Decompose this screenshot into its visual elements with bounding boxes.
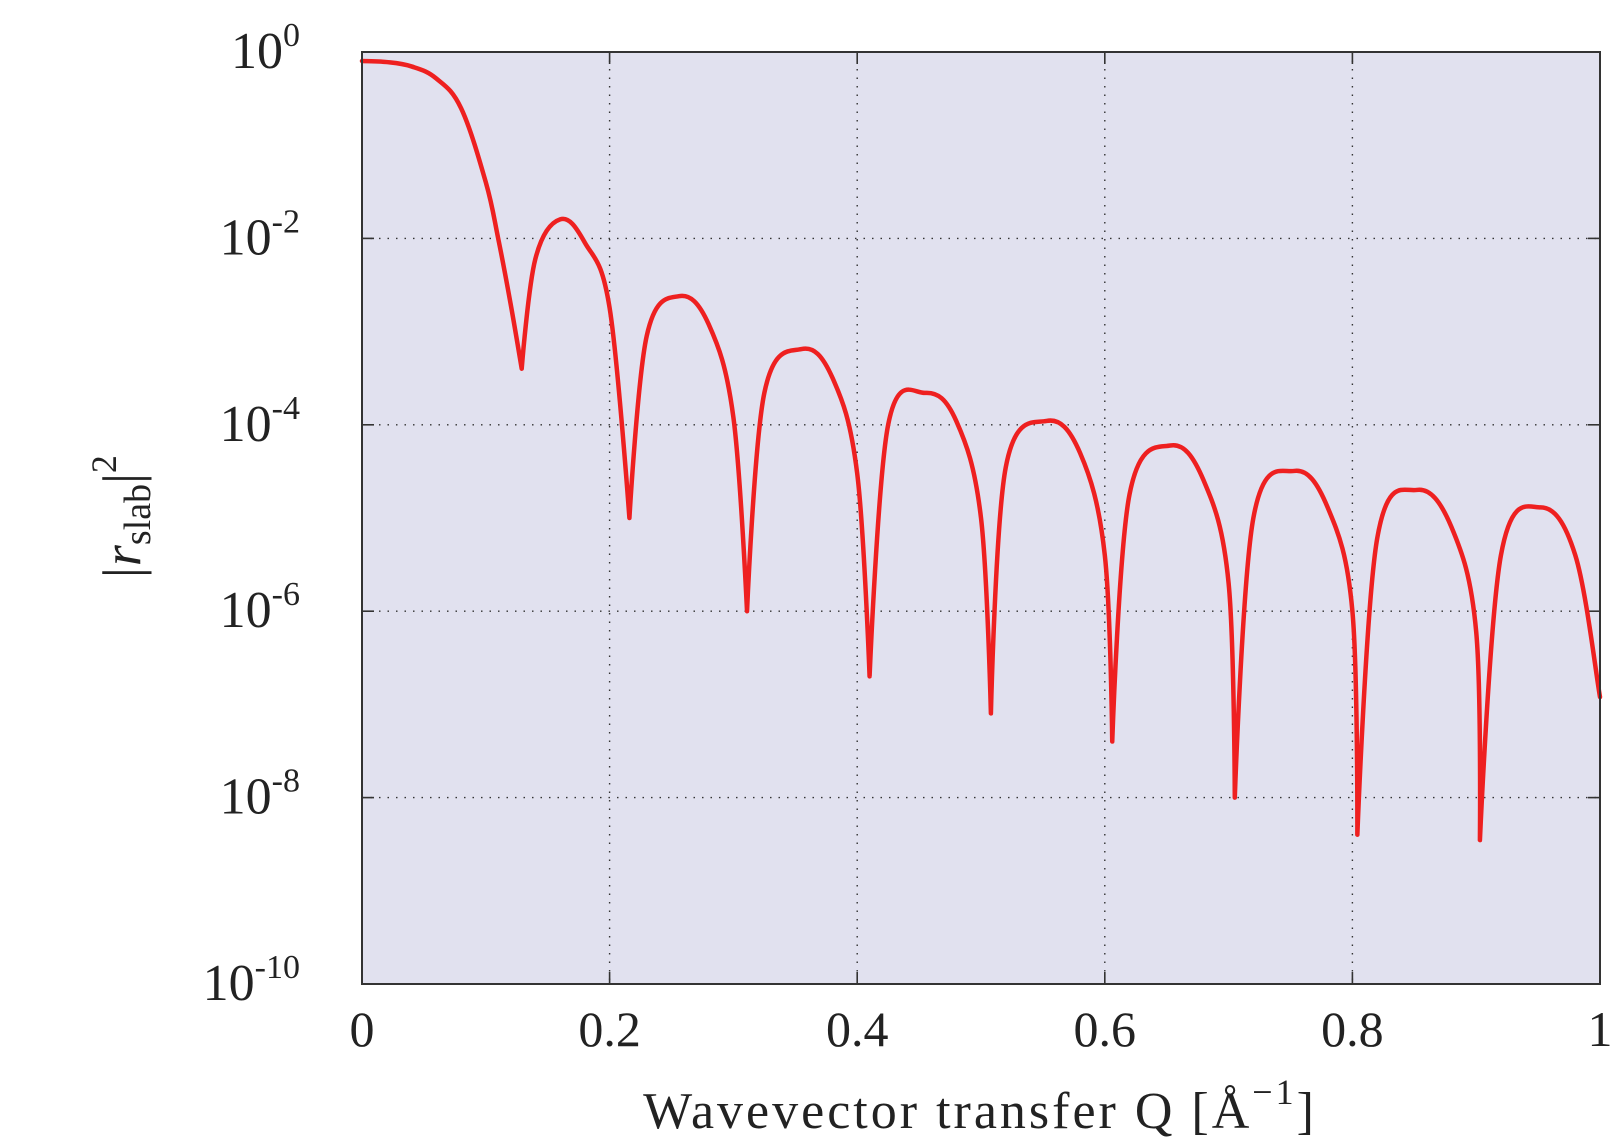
y-axis-title-base: |r [92,544,152,581]
plot-frame [361,51,1601,985]
y-tick-label: 100 [231,17,300,80]
y-axis-title: |rslab|2 [84,455,159,581]
x-tick-labels: 0 0.2 0.4 0.6 0.8 1 [350,1001,1613,1057]
y-tick-label-exponent: -10 [255,949,300,986]
x-tick-label: 0.2 [578,1001,641,1057]
y-tick-label-base: 10 [220,582,272,639]
y-tick-label: 10-4 [220,390,300,453]
x-tick-label: 0.6 [1074,1001,1137,1057]
y-tick-label-base: 10 [220,209,272,266]
y-axis-title-close: | [92,473,152,484]
y-tick-label-base: 10 [220,396,272,453]
x-tick-label: 1 [1588,1001,1613,1057]
x-axis-title: Wavevector transfer Q [Å−1] [643,1072,1317,1137]
x-tick-label: 0.8 [1321,1001,1384,1057]
y-tick-label-base: 10 [231,23,283,80]
y-axis-title-superscript: 2 [84,455,124,473]
y-tick-label-exponent: -8 [272,763,300,800]
series-layer [359,58,1603,843]
y-tick-label: 10-6 [220,576,300,639]
y-tick-label: 10-8 [220,763,300,826]
y-tick-label-base: 10 [203,955,255,1012]
x-axis-title-text: Wavevector transfer Q [Å [643,1083,1252,1137]
x-axis-title-exponent: −1 [1252,1072,1296,1112]
series-line [359,58,1603,843]
y-tick-label: 10-10 [203,949,300,1012]
y-tick-label-exponent: -2 [272,203,300,240]
y-axis-title-subscript: slab [117,484,159,545]
x-tick-label: 0 [350,1001,375,1057]
y-tick-label-base: 10 [220,769,272,826]
y-tick-label-exponent: -6 [272,576,300,613]
x-axis-title-close: ] [1297,1083,1317,1137]
y-tick-label: 10-2 [220,203,300,266]
x-tick-label: 0.4 [826,1001,889,1057]
y-tick-label-exponent: 0 [283,17,300,54]
y-tick-label-exponent: -4 [272,390,300,427]
